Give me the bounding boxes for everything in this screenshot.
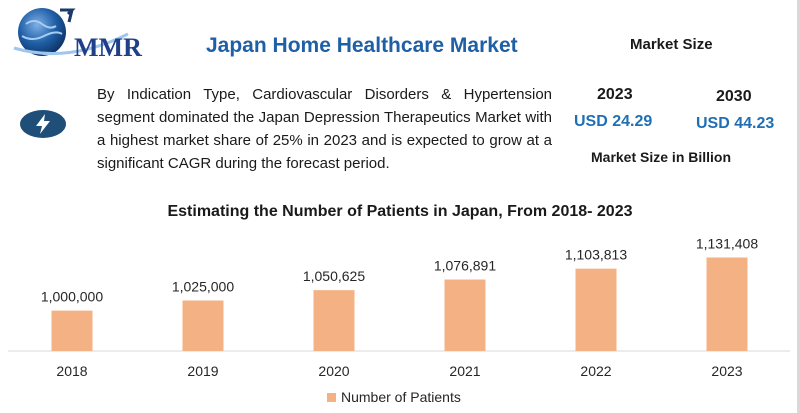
market-year-end: 2030 bbox=[716, 88, 752, 105]
chart-title: Estimating the Number of Patients in Jap… bbox=[167, 203, 633, 220]
right-border bbox=[797, 0, 800, 413]
data-label-2018: 1,000,000 bbox=[41, 289, 103, 305]
x-tick-label-2021: 2021 bbox=[449, 363, 480, 379]
summary-text: By Indication Type, Cardiovascular Disor… bbox=[97, 86, 552, 172]
legend-label: Number of Patients bbox=[341, 389, 461, 405]
bar-2022 bbox=[575, 268, 617, 351]
x-tick-label-2020: 2020 bbox=[318, 363, 349, 379]
market-value-start: USD 24.29 bbox=[574, 113, 653, 130]
bar-2019 bbox=[182, 300, 224, 351]
bar-2018 bbox=[51, 310, 93, 351]
x-tick-label-2019: 2019 bbox=[187, 363, 218, 379]
market-size-unit-label: Market Size in Billion bbox=[591, 149, 732, 165]
data-label-2019: 1,025,000 bbox=[172, 279, 234, 295]
data-label-2022: 1,103,813 bbox=[565, 247, 627, 263]
logo-text: MMR bbox=[74, 33, 142, 62]
summary-badge bbox=[20, 110, 66, 138]
market-year-start: 2023 bbox=[597, 86, 633, 103]
data-label-2021: 1,076,891 bbox=[434, 258, 496, 274]
bar-2020 bbox=[313, 290, 355, 351]
bar-2023 bbox=[706, 257, 748, 351]
bar-2021 bbox=[444, 279, 486, 351]
x-tick-label-2022: 2022 bbox=[580, 363, 611, 379]
x-tick-label-2023: 2023 bbox=[711, 363, 742, 379]
globe-icon bbox=[18, 8, 66, 56]
market-size-heading: Market Size bbox=[630, 36, 713, 53]
data-label-2020: 1,050,625 bbox=[303, 268, 365, 284]
lightning-bolt-icon bbox=[36, 114, 50, 134]
market-value-end: USD 44.23 bbox=[696, 115, 775, 132]
page-title: Japan Home Healthcare Market bbox=[206, 34, 518, 57]
x-tick-label-2018: 2018 bbox=[56, 363, 87, 379]
legend-swatch bbox=[327, 393, 336, 402]
mmr-logo: MMR bbox=[13, 8, 142, 62]
data-label-2023: 1,131,408 bbox=[696, 236, 758, 252]
